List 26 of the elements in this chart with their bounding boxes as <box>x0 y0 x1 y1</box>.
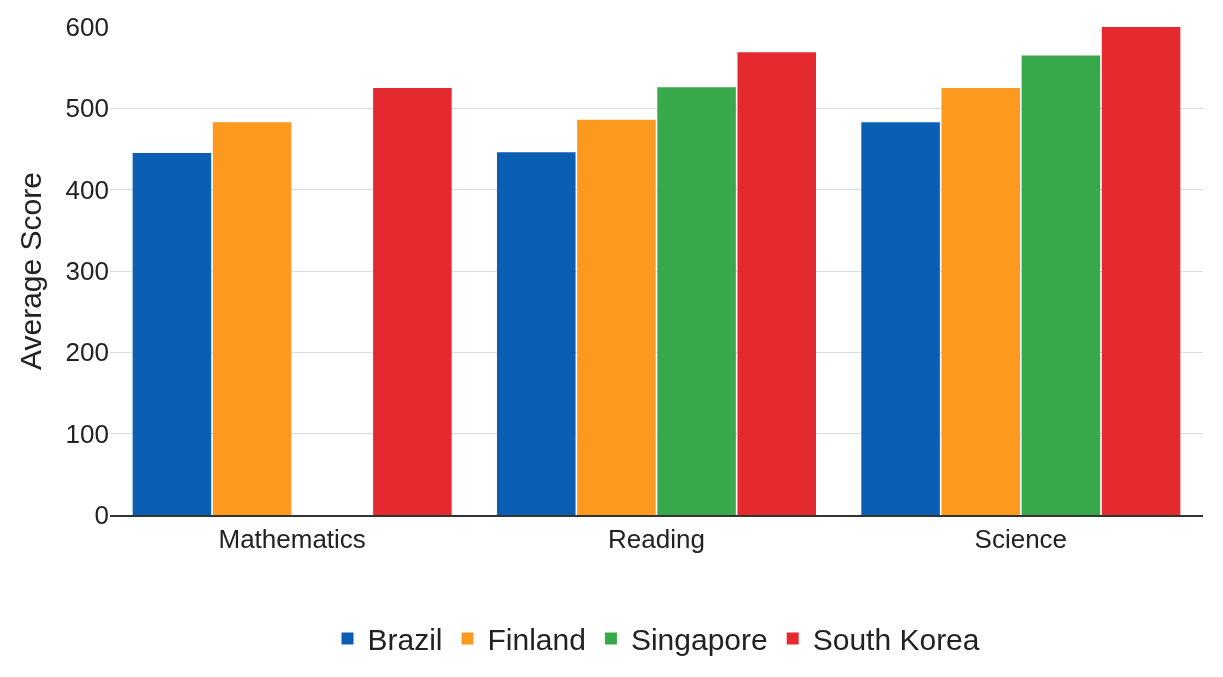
legend-label: Brazil <box>367 623 443 657</box>
bar <box>496 152 576 515</box>
bar <box>212 122 292 515</box>
y-tick-label: 400 <box>65 174 109 205</box>
y-axis-title: Average Score <box>13 172 47 370</box>
legend-label: Finland <box>487 623 586 657</box>
bar <box>1101 27 1181 515</box>
y-tick-label: 300 <box>65 256 109 287</box>
bar <box>941 88 1021 515</box>
y-tick-label: 0 <box>94 500 109 531</box>
y-tick-label: 100 <box>65 418 109 449</box>
y-tick-label: 500 <box>65 93 109 124</box>
legend-label: South Korea <box>812 623 980 657</box>
x-tick-label: Reading <box>608 524 705 555</box>
x-tick-label: Science <box>974 524 1068 555</box>
x-tick-label: Mathematics <box>218 524 366 555</box>
y-tick-label: 600 <box>65 12 109 43</box>
bar <box>657 87 736 515</box>
bar <box>132 153 212 515</box>
y-tick-label: 200 <box>65 337 109 368</box>
legend-label: Singapore <box>630 623 768 657</box>
bar <box>737 52 817 515</box>
bar <box>577 119 656 515</box>
bar <box>1021 55 1101 515</box>
bar <box>373 88 452 515</box>
bar <box>861 122 940 515</box>
